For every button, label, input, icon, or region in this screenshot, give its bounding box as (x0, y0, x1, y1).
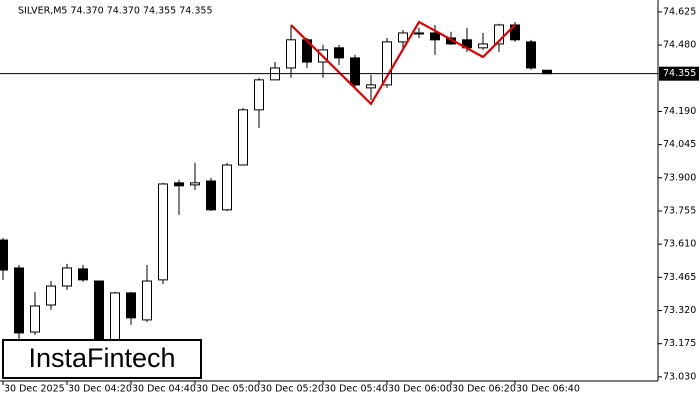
x-tick-label: 30 Dec 06:40 (516, 384, 580, 395)
y-tick-label: 73.610 (663, 239, 696, 250)
candle-body (0, 239, 8, 271)
chart-title: SILVER,M5 74.370 74.370 74.355 74.355 (18, 6, 213, 17)
x-tick-label: 30 Dec 06:20 (452, 384, 516, 395)
candle-body (14, 267, 24, 334)
x-tick-label: 30 Dec 2025 (4, 384, 65, 395)
x-tick-label: 30 Dec 05:20 (260, 384, 324, 395)
candle-body (174, 182, 184, 187)
y-tick-label: 73.175 (663, 338, 696, 349)
pattern-line (290, 20, 516, 106)
candle-body (126, 292, 136, 319)
candle-body (526, 41, 536, 69)
x-tick-label: 30 Dec 04:40 (132, 384, 196, 395)
y-tick-label: 74.045 (663, 139, 696, 150)
candle-body (254, 79, 264, 111)
x-tick-label: 30 Dec 06:00 (388, 384, 452, 395)
candle-body (78, 268, 88, 281)
candle-body (398, 32, 408, 43)
y-tick-label: 74.190 (663, 106, 696, 117)
y-tick-label: 74.480 (663, 40, 696, 51)
x-tick-label: 30 Dec 04:20 (68, 384, 132, 395)
candle-body (142, 280, 152, 321)
logo-box (2, 339, 202, 379)
y-tick-label: 73.030 (663, 371, 696, 382)
candle-body (238, 109, 248, 166)
candle-body (206, 180, 216, 211)
candle-body (478, 43, 488, 49)
candle-body (494, 24, 504, 45)
candle-body (222, 164, 232, 211)
candle-body (190, 182, 200, 186)
candle-body (94, 280, 104, 346)
y-tick-label: 73.900 (663, 172, 696, 183)
candle-body (62, 267, 72, 287)
candle-body (414, 32, 424, 35)
y-tick-label: 73.465 (663, 272, 696, 283)
candle-body (366, 84, 376, 89)
candle-body (382, 41, 392, 86)
candle-body (46, 285, 56, 306)
x-tick-label: 30 Dec 05:40 (324, 384, 388, 395)
logo: InstaFintech (28, 343, 175, 373)
candle-body (30, 305, 40, 333)
candle-body (110, 292, 120, 346)
x-tick-label: 30 Dec 05:00 (196, 384, 260, 395)
candle-body (350, 57, 360, 86)
current-price-box (659, 66, 699, 81)
candle-body (334, 47, 344, 59)
y-tick-label: 74.625 (663, 6, 696, 17)
current-price-label: 74.355 (663, 68, 696, 79)
candle-body (542, 69, 552, 75)
y-tick-label: 73.755 (663, 205, 696, 216)
candle-body (158, 183, 168, 281)
candle-body (286, 39, 296, 69)
y-tick-label: 73.320 (663, 305, 696, 316)
candle-body (430, 32, 440, 41)
